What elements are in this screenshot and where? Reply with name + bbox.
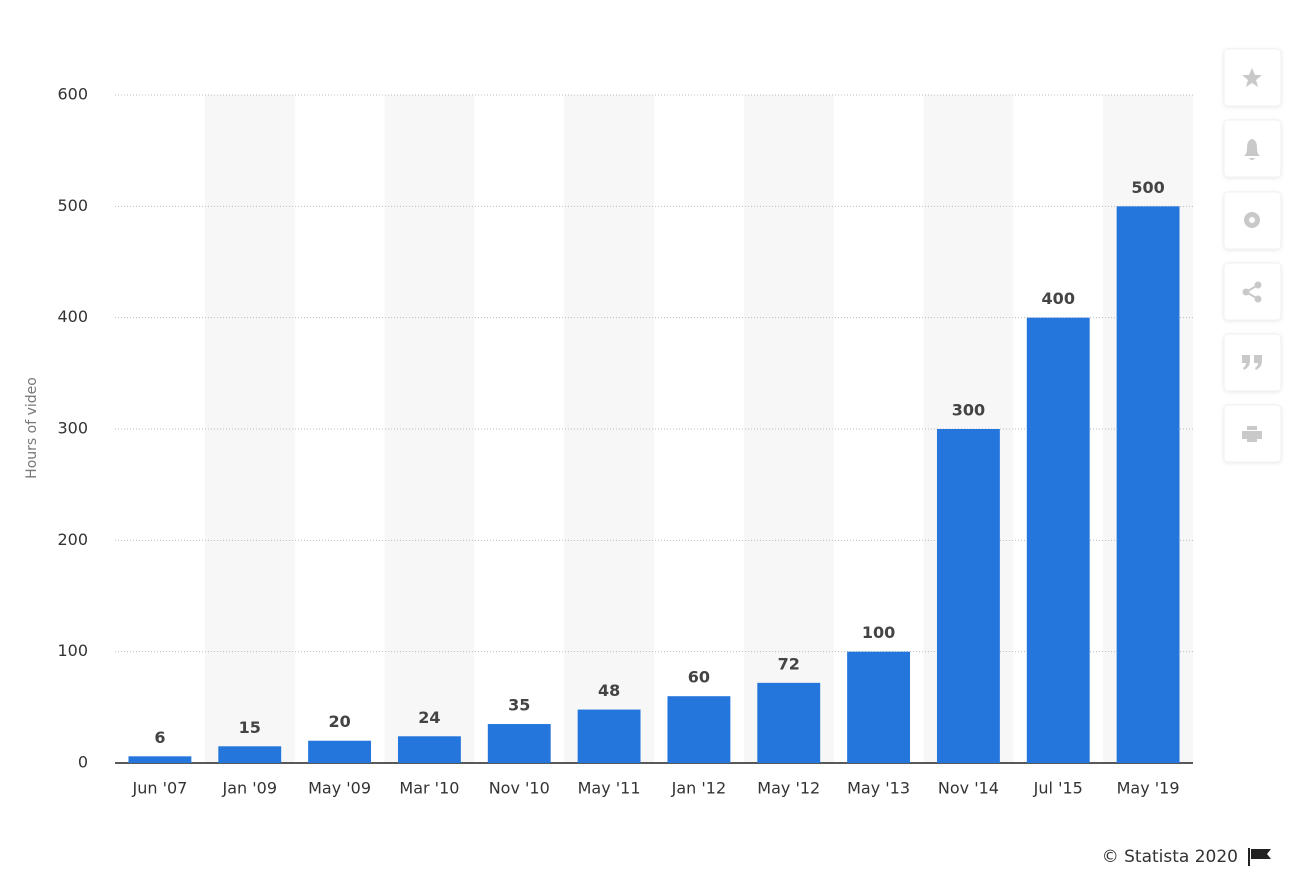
x-tick-label: May '11: [578, 779, 641, 798]
y-tick-label: 200: [57, 530, 88, 549]
value-label: 300: [952, 401, 985, 420]
band: [564, 95, 654, 763]
mark-layer: Jun '07 6 Jan '09 15 May '09 20 Mar '10 24 Nov '…: [128, 178, 1180, 798]
x-tick-label: Jun '07: [131, 779, 187, 798]
value-label: 100: [862, 623, 895, 642]
y-tick-label: 500: [57, 196, 88, 215]
band: [204, 95, 295, 763]
bar: [218, 746, 282, 763]
sidebar: [1223, 48, 1282, 463]
value-label: 400: [1042, 289, 1075, 308]
bar: [308, 740, 372, 763]
share-button[interactable]: [1223, 262, 1282, 321]
x-tick-label: Nov '10: [489, 779, 550, 798]
value-label: 6: [154, 728, 165, 747]
value-label: 20: [328, 712, 350, 731]
y-axis-title: Hours of video: [24, 377, 40, 479]
x-tick-label: Nov '14: [938, 779, 999, 798]
bar: [487, 724, 551, 763]
grid-layer: 0 100 200 300 400 500 600: [57, 85, 1193, 772]
bar: [667, 696, 731, 763]
flag-icon: [1248, 848, 1271, 866]
x-tick-label: Jan '09: [221, 779, 277, 798]
value-label: 48: [598, 681, 620, 700]
value-label: 60: [688, 668, 710, 687]
cite-button[interactable]: [1223, 333, 1282, 392]
bar: [128, 756, 192, 763]
y-tick-label: 300: [57, 419, 88, 438]
x-tick-label: Jul '15: [1033, 779, 1083, 798]
y-tick-label: 600: [57, 85, 88, 104]
bar: [936, 429, 1000, 763]
y-tick-label: 400: [57, 307, 88, 326]
x-tick-label: Mar '10: [399, 779, 459, 798]
bar: [397, 736, 461, 763]
bar: [1026, 317, 1090, 763]
settings-button[interactable]: [1223, 191, 1282, 250]
x-tick-label: May '13: [847, 779, 910, 798]
credit: © Statista 2020: [1102, 847, 1238, 867]
bar: [757, 682, 821, 763]
value-label: 72: [778, 654, 800, 673]
bar: [847, 651, 911, 763]
bar: [577, 709, 641, 763]
favorite-button[interactable]: [1223, 48, 1282, 107]
band: [384, 95, 475, 763]
bar: [1116, 206, 1180, 764]
x-tick-label: Jan '12: [671, 779, 727, 798]
band: [743, 95, 834, 763]
y-tick-label: 100: [57, 641, 88, 660]
x-tick-label: May '09: [308, 779, 371, 798]
print-button[interactable]: [1223, 404, 1282, 463]
x-tick-label: May '12: [757, 779, 820, 798]
value-label: 500: [1131, 178, 1164, 197]
value-label: 15: [239, 718, 261, 737]
y-tick-label: 0: [78, 753, 88, 772]
x-tick-label: May '19: [1117, 779, 1180, 798]
value-label: 35: [508, 696, 530, 715]
alert-button[interactable]: [1223, 119, 1282, 178]
value-label: 24: [418, 708, 440, 727]
